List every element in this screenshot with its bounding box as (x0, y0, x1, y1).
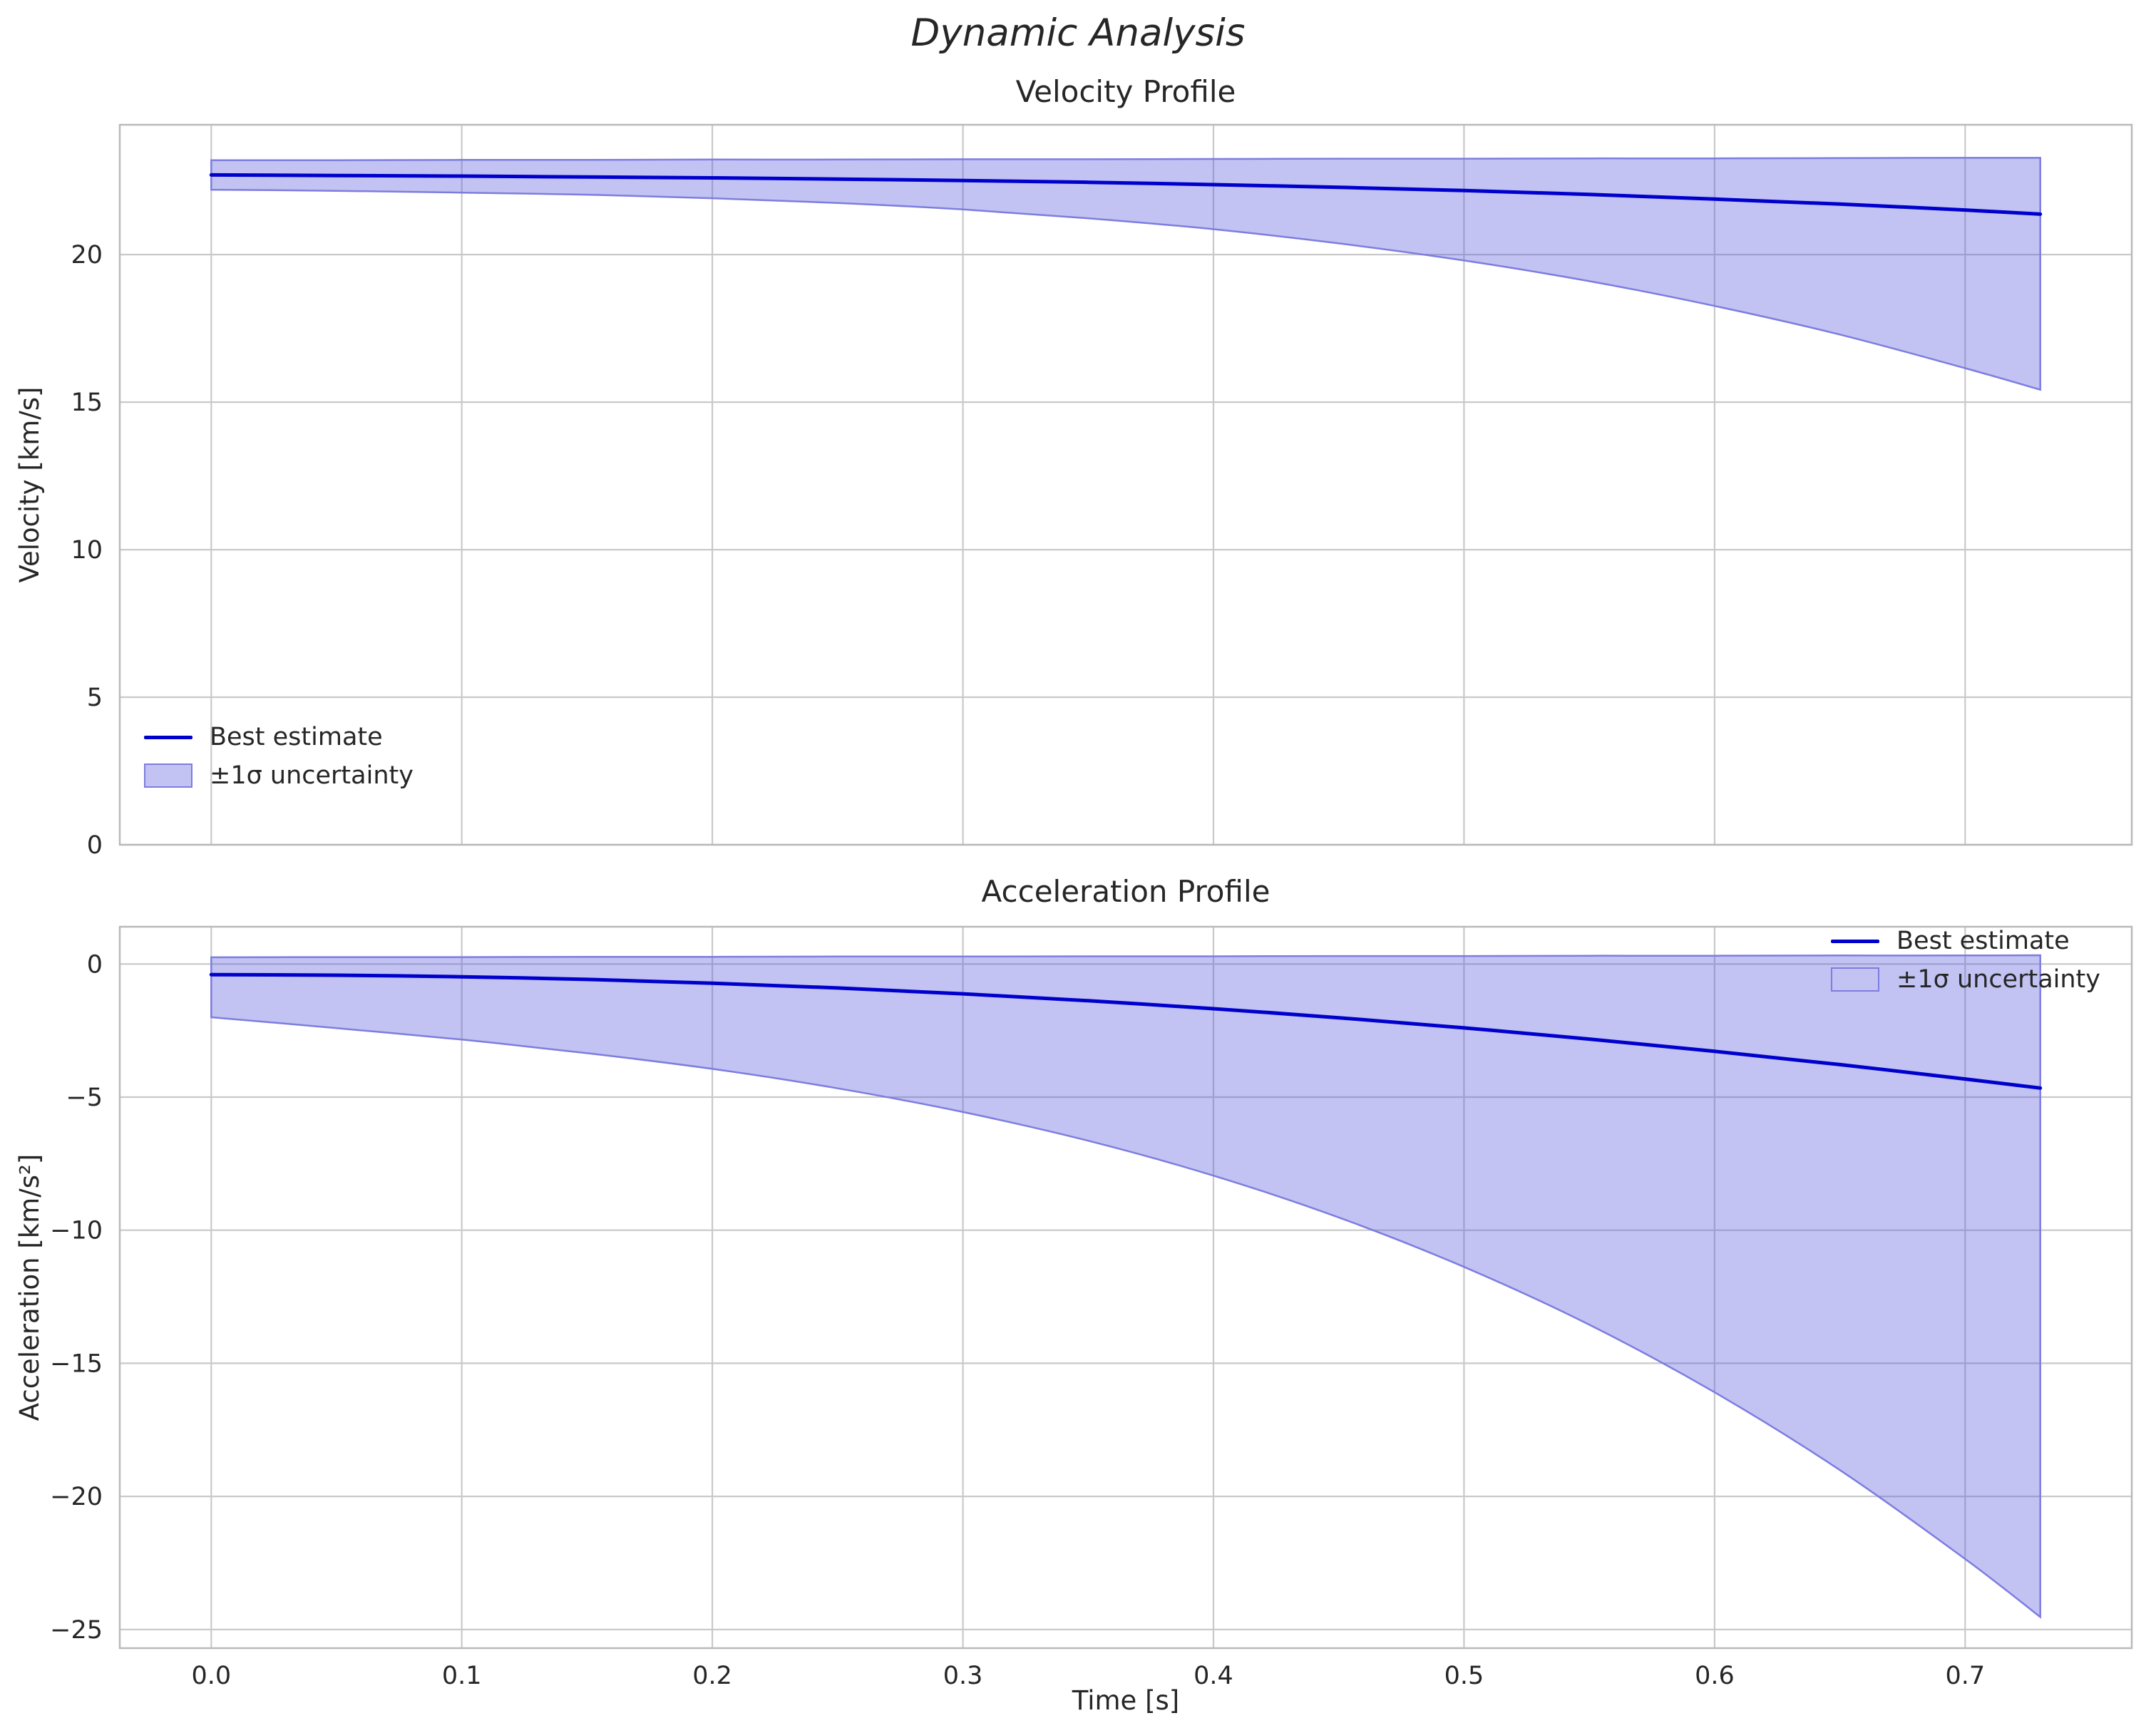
x-tick-label: 0.0 (191, 1662, 231, 1690)
velocity-plot-title: Velocity Profile (1015, 74, 1236, 109)
legend-label-uncertainty: ±1σ uncertainty (210, 761, 414, 790)
line-swatch-icon (1831, 939, 1880, 943)
y-tick-label: 20 (71, 241, 103, 269)
acceleration-legend: Best estimate ±1σ uncertainty (1831, 927, 2100, 994)
y-tick-label: 0 (87, 831, 103, 860)
x-tick-label: 0.3 (943, 1662, 983, 1690)
x-tick-label: 0.5 (1444, 1662, 1484, 1690)
subplot-acceleration: 0 −5 −10 −15 −20 −25 0.0 0.1 0.2 0.3 0.4 0.5 0.6 0.7 (50, 925, 2133, 1690)
y-tick-label: 10 (71, 536, 103, 565)
legend-item-best-estimate: Best estimate (1831, 927, 2070, 955)
acceleration-plot-title: Acceleration Profile (981, 874, 1270, 909)
figure-title: Dynamic Analysis (910, 11, 1246, 55)
uncertainty-band (210, 954, 2041, 1619)
legend-label-uncertainty: ±1σ uncertainty (1896, 965, 2100, 994)
x-tick-label: 0.2 (692, 1662, 732, 1690)
x-tick-label: 0.1 (442, 1662, 482, 1690)
best-estimate-line (209, 972, 2043, 1090)
best-estimate-line (209, 173, 2043, 216)
plot-frame (118, 925, 2133, 1650)
legend-item-uncertainty: ±1σ uncertainty (144, 761, 414, 790)
band-swatch-icon (144, 763, 192, 788)
legend-item-best-estimate: Best estimate (144, 723, 383, 751)
y-tick-label: 15 (71, 389, 103, 417)
velocity-legend: Best estimate ±1σ uncertainty (144, 723, 414, 790)
uncertainty-band (210, 157, 2041, 391)
y-tick-label: −25 (50, 1616, 103, 1645)
x-axis-label: Time [s] (1072, 1685, 1180, 1716)
x-tick-label: 0.4 (1194, 1662, 1233, 1690)
y-tick-label: 0 (87, 950, 103, 979)
y-tick-label: −5 (66, 1084, 103, 1112)
y-tick-label: 5 (87, 684, 103, 712)
x-tick-label: 0.6 (1695, 1662, 1735, 1690)
x-tick-label: 0.7 (1945, 1662, 1985, 1690)
y-tick-label: −15 (50, 1349, 103, 1378)
line-swatch-icon (144, 735, 192, 739)
legend-label-best-estimate: Best estimate (210, 723, 383, 751)
plot-frame (118, 123, 2133, 846)
subplot-velocity: 0 5 10 15 20 (71, 123, 2133, 860)
band-swatch-icon (1831, 967, 1880, 992)
legend-item-uncertainty: ±1σ uncertainty (1831, 965, 2100, 994)
y-tick-label: −20 (50, 1483, 103, 1511)
y-tick-label: −10 (50, 1217, 103, 1245)
legend-label-best-estimate: Best estimate (1896, 927, 2070, 955)
